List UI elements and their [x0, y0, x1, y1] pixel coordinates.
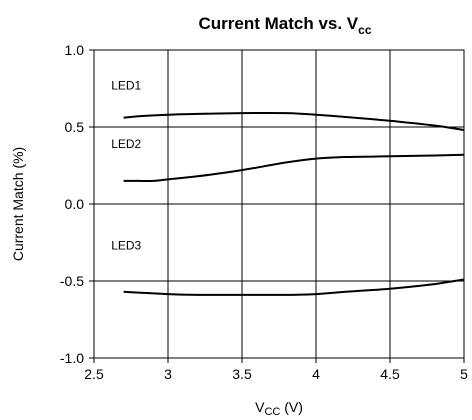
y-axis-label: Current Match (%)	[10, 147, 26, 261]
y-tick-label: 0.0	[65, 196, 85, 212]
y-tick-label: 0.5	[65, 119, 85, 135]
x-tick-label: 2.5	[84, 366, 104, 382]
grid	[94, 50, 464, 358]
x-tick-label: 5	[460, 366, 468, 382]
series-label-led3: LED3	[111, 239, 141, 253]
plot-area: LED1 LED2 LED3	[93, 49, 465, 359]
series-label-led2: LED2	[111, 137, 141, 151]
y-tick-label: -1.0	[60, 350, 84, 366]
series-label-led1: LED1	[111, 78, 141, 92]
chart-title: Current Match vs. Vcc	[198, 14, 371, 37]
x-tick-label: 4	[312, 366, 320, 382]
series-line-led3	[123, 278, 465, 296]
y-tick-label: -0.5	[60, 273, 84, 289]
series-line-led1	[123, 111, 465, 132]
series-labels: LED1 LED2 LED3	[111, 78, 141, 252]
x-axis-ticks: 2.5 3 3.5 4 4.5 5	[84, 358, 468, 382]
x-tick-label: 3.5	[232, 366, 252, 382]
y-axis-ticks: 1.0 0.5 0.0 -0.5 -1.0	[60, 42, 94, 366]
series-line-led2	[123, 153, 465, 183]
series-lines	[123, 111, 465, 296]
x-axis-label: VCC (V)	[255, 399, 303, 418]
x-tick-label: 4.5	[380, 366, 400, 382]
y-tick-label: 1.0	[65, 42, 85, 58]
x-tick-label: 3	[164, 366, 172, 382]
